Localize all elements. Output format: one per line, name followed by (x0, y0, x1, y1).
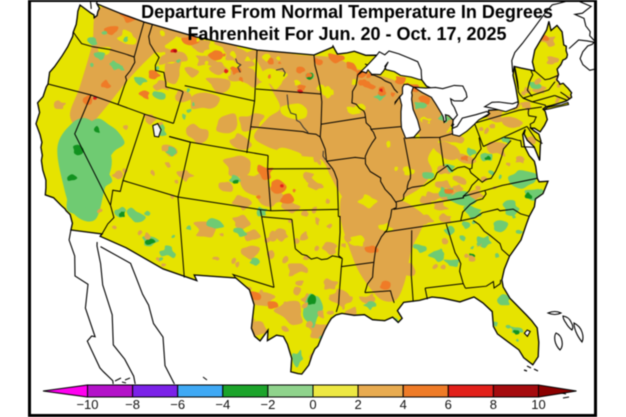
svg-text:4: 4 (400, 397, 407, 412)
svg-text:Departure From Normal Temperat: Departure From Normal Temperature In Deg… (141, 2, 553, 22)
svg-text:−6: −6 (170, 397, 185, 412)
svg-text:10: 10 (531, 397, 545, 412)
svg-text:Fahrenheit For Jun. 20 - Oct.: Fahrenheit For Jun. 20 - Oct. 17, 2025 (187, 24, 506, 44)
svg-text:−2: −2 (260, 397, 275, 412)
svg-text:2: 2 (354, 397, 361, 412)
svg-text:8: 8 (490, 397, 497, 412)
svg-text:−8: −8 (125, 397, 140, 412)
svg-text:−4: −4 (215, 397, 230, 412)
svg-text:0: 0 (309, 397, 316, 412)
svg-text:−10: −10 (76, 397, 98, 412)
svg-text:6: 6 (445, 397, 452, 412)
